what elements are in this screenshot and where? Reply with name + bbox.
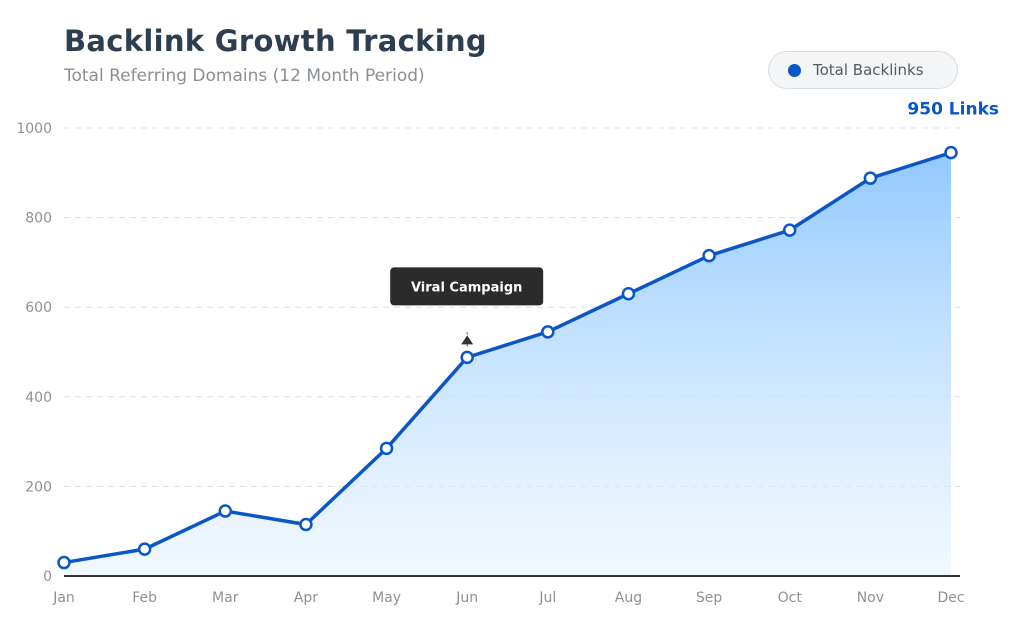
data-point <box>541 325 555 339</box>
x-tick-label: Jun <box>455 590 478 606</box>
annotation-arrow <box>461 335 474 345</box>
data-point <box>218 504 233 518</box>
x-tick-label: Aug <box>615 590 642 606</box>
x-tick-label: Apr <box>294 590 318 606</box>
x-tick-label: Dec <box>937 590 964 606</box>
annotation-label: Viral Campaign <box>411 280 522 295</box>
data-point <box>379 441 394 456</box>
data-point <box>137 542 152 556</box>
x-tick-label: Feb <box>132 590 157 606</box>
y-tick-label: 800 <box>25 211 52 227</box>
series-line <box>62 150 953 565</box>
y-tick-label: 400 <box>25 390 52 406</box>
data-point <box>621 287 636 301</box>
data-point <box>782 223 797 237</box>
y-tick-label: 200 <box>25 479 52 495</box>
x-tick-label: May <box>372 590 401 606</box>
y-tick-label: 0 <box>43 569 52 585</box>
y-tick-label: 600 <box>25 300 52 316</box>
x-tick-label: Mar <box>212 590 239 606</box>
x-tick-label: Nov <box>857 590 884 606</box>
chart-title: Backlink Growth Tracking <box>64 24 487 58</box>
y-tick-label: 1000 <box>16 121 52 137</box>
legend[interactable]: Total Backlinks <box>768 51 958 89</box>
x-tick-label: Oct <box>778 590 803 606</box>
data-point <box>863 171 878 185</box>
legend-marker <box>788 63 801 77</box>
area-fill <box>64 152 951 576</box>
data-point <box>702 248 716 263</box>
x-tick-label: Jul <box>538 590 556 606</box>
data-point <box>299 517 313 532</box>
x-tick-label: Sep <box>696 590 723 606</box>
data-point <box>57 555 71 570</box>
final-value-label: 950 Links <box>907 100 999 120</box>
x-tick-label: Jan <box>52 590 75 606</box>
data-point <box>460 350 474 365</box>
legend-label: Total Backlinks <box>813 61 924 79</box>
annotation-box <box>390 267 544 306</box>
data-point <box>944 145 958 160</box>
chart-subtitle: Total Referring Domains (12 Month Period… <box>64 66 425 86</box>
